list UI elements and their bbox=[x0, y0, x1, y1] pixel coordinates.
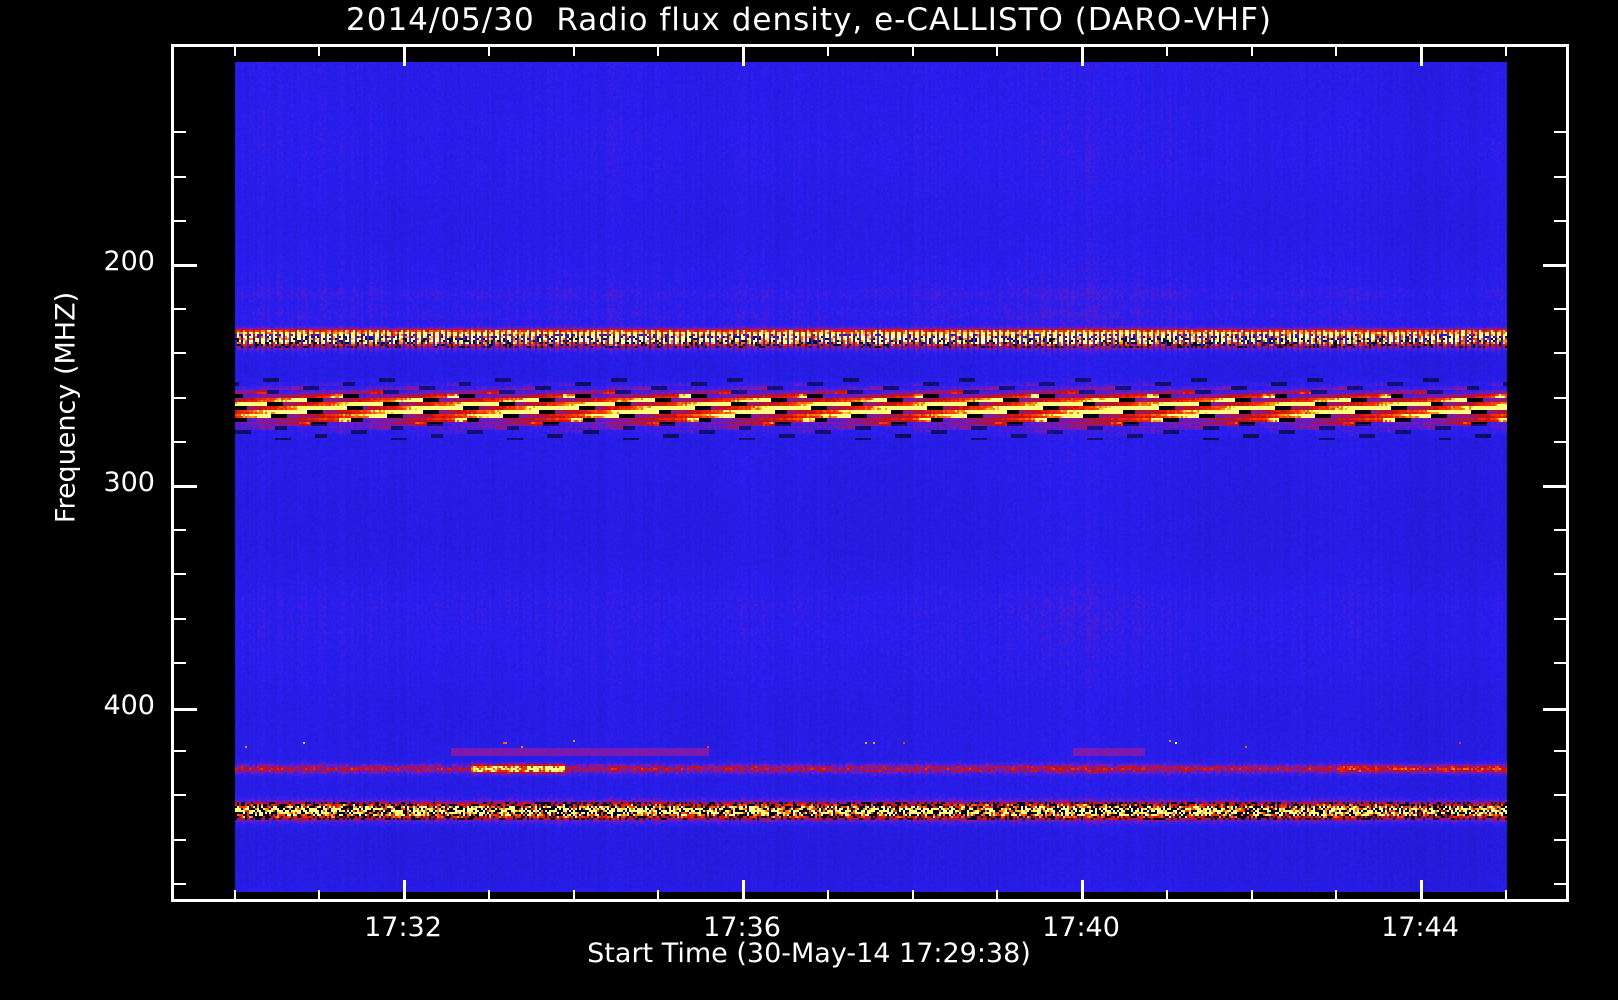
y-minor-tick bbox=[171, 662, 186, 664]
x-major-tick-17:40 bbox=[1081, 880, 1084, 902]
x-minor-tick-top bbox=[488, 44, 490, 56]
x-minor-tick bbox=[912, 890, 914, 902]
y-major-tick-right-300 bbox=[1543, 485, 1569, 488]
x-minor-tick bbox=[1251, 890, 1253, 902]
y-minor-tick bbox=[171, 131, 186, 133]
x-tick-label-17:36: 17:36 bbox=[703, 912, 781, 943]
y-minor-tick-right bbox=[1554, 220, 1569, 222]
y-minor-tick-right bbox=[1554, 441, 1569, 443]
x-minor-tick-top bbox=[573, 44, 575, 56]
x-minor-tick-top bbox=[1335, 44, 1337, 56]
y-major-tick-300 bbox=[171, 485, 197, 488]
y-major-tick-right-400 bbox=[1543, 708, 1569, 711]
x-minor-tick bbox=[234, 890, 236, 902]
x-major-tick-top-17:36 bbox=[742, 44, 745, 66]
x-major-tick-top-17:32 bbox=[403, 44, 406, 66]
y-minor-tick bbox=[171, 176, 186, 178]
y-minor-tick bbox=[171, 397, 186, 399]
y-minor-tick bbox=[171, 794, 186, 796]
x-major-tick-17:32 bbox=[403, 880, 406, 902]
page-title: 2014/05/30 Radio flux density, e-CALLIST… bbox=[346, 2, 1272, 38]
x-minor-tick bbox=[996, 890, 998, 902]
y-minor-tick bbox=[171, 220, 186, 222]
y-minor-tick-right bbox=[1554, 883, 1569, 885]
x-minor-tick bbox=[1335, 890, 1337, 902]
y-minor-tick-right bbox=[1554, 839, 1569, 841]
y-minor-tick-right bbox=[1554, 397, 1569, 399]
y-minor-tick bbox=[171, 308, 186, 310]
y-minor-tick bbox=[171, 839, 186, 841]
x-minor-tick-top bbox=[234, 44, 236, 56]
x-minor-tick-top bbox=[1251, 44, 1253, 56]
y-minor-tick bbox=[171, 573, 186, 575]
y-minor-tick bbox=[171, 750, 186, 752]
x-tick-label-17:40: 17:40 bbox=[1042, 912, 1120, 943]
x-minor-tick-top bbox=[996, 44, 998, 56]
x-major-tick-17:44 bbox=[1420, 880, 1423, 902]
spectrogram-image bbox=[235, 62, 1507, 892]
x-tick-label-17:32: 17:32 bbox=[364, 912, 442, 943]
y-minor-tick-right bbox=[1554, 750, 1569, 752]
x-minor-tick-top bbox=[827, 44, 829, 56]
y-minor-tick bbox=[171, 883, 186, 885]
y-minor-tick-right bbox=[1554, 794, 1569, 796]
y-minor-tick-right bbox=[1554, 529, 1569, 531]
x-axis-label: Start Time (30-May-14 17:29:38) bbox=[587, 938, 1031, 969]
y-minor-tick-right bbox=[1554, 352, 1569, 354]
x-tick-label-17:44: 17:44 bbox=[1381, 912, 1459, 943]
y-tick-label-300: 300 bbox=[103, 467, 155, 498]
y-tick-label-400: 400 bbox=[103, 690, 155, 721]
y-minor-tick-right bbox=[1554, 176, 1569, 178]
x-minor-tick-top bbox=[1166, 44, 1168, 56]
y-tick-label-200: 200 bbox=[103, 246, 155, 277]
x-minor-tick-top bbox=[912, 44, 914, 56]
y-minor-tick-right bbox=[1554, 308, 1569, 310]
y-minor-tick-right bbox=[1554, 618, 1569, 620]
x-minor-tick bbox=[573, 890, 575, 902]
x-minor-tick bbox=[827, 890, 829, 902]
x-minor-tick-top bbox=[1505, 44, 1507, 56]
y-minor-tick bbox=[171, 529, 186, 531]
y-minor-tick bbox=[171, 441, 186, 443]
x-minor-tick-top bbox=[657, 44, 659, 56]
y-axis-label: Frequency (MHZ) bbox=[50, 291, 82, 524]
x-minor-tick bbox=[488, 890, 490, 902]
x-major-tick-top-17:44 bbox=[1420, 44, 1423, 66]
y-minor-tick-right bbox=[1554, 662, 1569, 664]
y-major-tick-400 bbox=[171, 708, 197, 711]
y-minor-tick-right bbox=[1554, 131, 1569, 133]
x-major-tick-top-17:40 bbox=[1081, 44, 1084, 66]
x-minor-tick bbox=[1505, 890, 1507, 902]
y-minor-tick-right bbox=[1554, 573, 1569, 575]
y-major-tick-200 bbox=[171, 264, 197, 267]
x-minor-tick bbox=[318, 890, 320, 902]
x-minor-tick bbox=[1166, 890, 1168, 902]
x-minor-tick bbox=[657, 890, 659, 902]
y-minor-tick bbox=[171, 618, 186, 620]
x-minor-tick-top bbox=[318, 44, 320, 56]
x-major-tick-17:36 bbox=[742, 880, 745, 902]
y-minor-tick bbox=[171, 352, 186, 354]
y-major-tick-right-200 bbox=[1543, 264, 1569, 267]
